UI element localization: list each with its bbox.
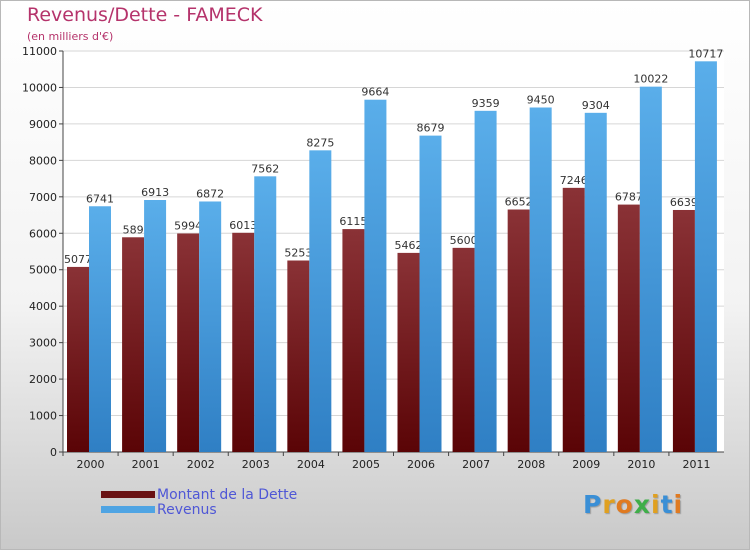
bar-dette: [232, 232, 255, 452]
data-label-dette: 5253: [284, 247, 312, 260]
bar-dette: [122, 237, 145, 452]
bar-revenus: [639, 86, 662, 453]
y-tick-label: 11000: [22, 45, 57, 58]
data-label-dette: 5077: [64, 253, 92, 266]
legend-label-dette: Montant de la Dette: [157, 486, 298, 503]
y-tick-label: 10000: [22, 81, 57, 94]
bar-dette: [397, 252, 420, 452]
data-label-revenus: 9359: [472, 97, 500, 110]
data-label-revenus: 6913: [141, 186, 169, 199]
data-label-dette: 6115: [339, 215, 367, 228]
y-tick-label: 1000: [29, 410, 57, 423]
legend: Montant de la Dette Revenus: [101, 486, 298, 518]
bar-revenus: [254, 176, 277, 452]
y-tick-label: 6000: [29, 227, 57, 240]
data-label-dette: 6639: [670, 196, 698, 209]
data-label-revenus: 10717: [688, 47, 723, 60]
proxiti-logo: Proxiti: [583, 490, 684, 519]
data-label-revenus: 8679: [417, 122, 445, 135]
data-label-dette: 5600: [450, 234, 478, 247]
data-label-revenus: 9304: [582, 99, 610, 112]
bar-revenus: [694, 61, 717, 452]
y-tick-label: 7000: [29, 191, 57, 204]
bar-dette: [617, 204, 640, 452]
x-tick-label: 2007: [462, 458, 490, 471]
bar-revenus: [199, 201, 222, 452]
legend-swatch-revenus: [101, 506, 155, 513]
y-tick-label: 3000: [29, 337, 57, 350]
y-tick-label: 0: [50, 446, 57, 459]
bar-dette: [287, 260, 310, 452]
bar-dette: [177, 233, 200, 452]
bar-dette: [562, 187, 585, 453]
bar-revenus: [584, 112, 607, 453]
legend-swatch-dette: [101, 491, 155, 498]
data-label-dette: 5994: [174, 219, 202, 232]
data-label-revenus: 7562: [251, 162, 279, 175]
bar-revenus: [144, 199, 167, 452]
bar-dette: [67, 266, 89, 452]
data-label-dette: 6652: [505, 196, 533, 209]
bar-revenus: [364, 99, 387, 452]
data-label-revenus: 8275: [306, 136, 334, 149]
x-tick-label: 2005: [352, 458, 380, 471]
chart-subtitle: (en milliers d'€): [27, 30, 114, 43]
data-label-dette: 7246: [560, 174, 588, 187]
legend-label-revenus: Revenus: [157, 501, 217, 518]
plot-area: [63, 51, 724, 452]
data-label-revenus: 9664: [361, 86, 389, 99]
x-tick-label: 2000: [77, 458, 105, 471]
bar-dette: [672, 209, 695, 452]
bar-revenus: [529, 107, 552, 452]
data-label-dette: 6787: [615, 191, 643, 204]
x-tick-label: 2006: [407, 458, 435, 471]
bar-revenus: [419, 135, 442, 452]
x-tick-label: 2003: [242, 458, 270, 471]
bar-revenus: [89, 206, 111, 452]
x-tick-label: 2001: [132, 458, 160, 471]
y-tick-label: 5000: [29, 264, 57, 277]
legend-item-revenus: Revenus: [101, 501, 297, 518]
data-label-dette: 589: [123, 223, 144, 236]
bar-revenus: [474, 110, 497, 453]
bar-dette: [452, 247, 475, 452]
y-tick-label: 2000: [29, 373, 57, 386]
y-tick-label: 9000: [29, 118, 57, 131]
y-tick-label: 8000: [29, 154, 57, 167]
data-label-dette: 6013: [229, 219, 257, 232]
x-tick-label: 2002: [187, 458, 215, 471]
x-tick-label: 2004: [297, 458, 325, 471]
x-tick-label: 2011: [682, 458, 710, 471]
x-tick-label: 2009: [572, 458, 600, 471]
data-label-dette: 5462: [395, 239, 423, 252]
y-tick-label: 4000: [29, 300, 57, 313]
data-label-revenus: 6741: [86, 192, 114, 205]
data-label-revenus: 10022: [633, 73, 668, 86]
chart-title: Revenus/Dette - FAMECK: [27, 4, 263, 26]
bar-dette: [342, 229, 365, 452]
bar-dette: [507, 209, 530, 452]
data-label-revenus: 6872: [196, 187, 224, 200]
x-tick-label: 2008: [517, 458, 545, 471]
x-tick-label: 2010: [627, 458, 655, 471]
legend-item-dette: Montant de la Dette: [101, 486, 298, 503]
bar-revenus: [309, 150, 332, 453]
data-label-revenus: 9450: [527, 94, 555, 107]
